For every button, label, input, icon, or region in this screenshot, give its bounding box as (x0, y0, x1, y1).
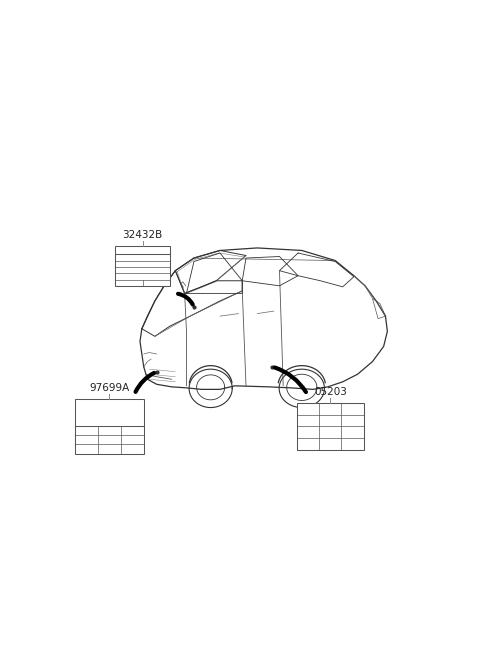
Text: 97699A: 97699A (89, 383, 130, 393)
Bar (115, 247, 170, 286)
Text: 05203: 05203 (314, 387, 347, 397)
Bar (297, 403, 363, 450)
Bar (75, 399, 144, 453)
Text: 32432B: 32432B (122, 230, 163, 240)
